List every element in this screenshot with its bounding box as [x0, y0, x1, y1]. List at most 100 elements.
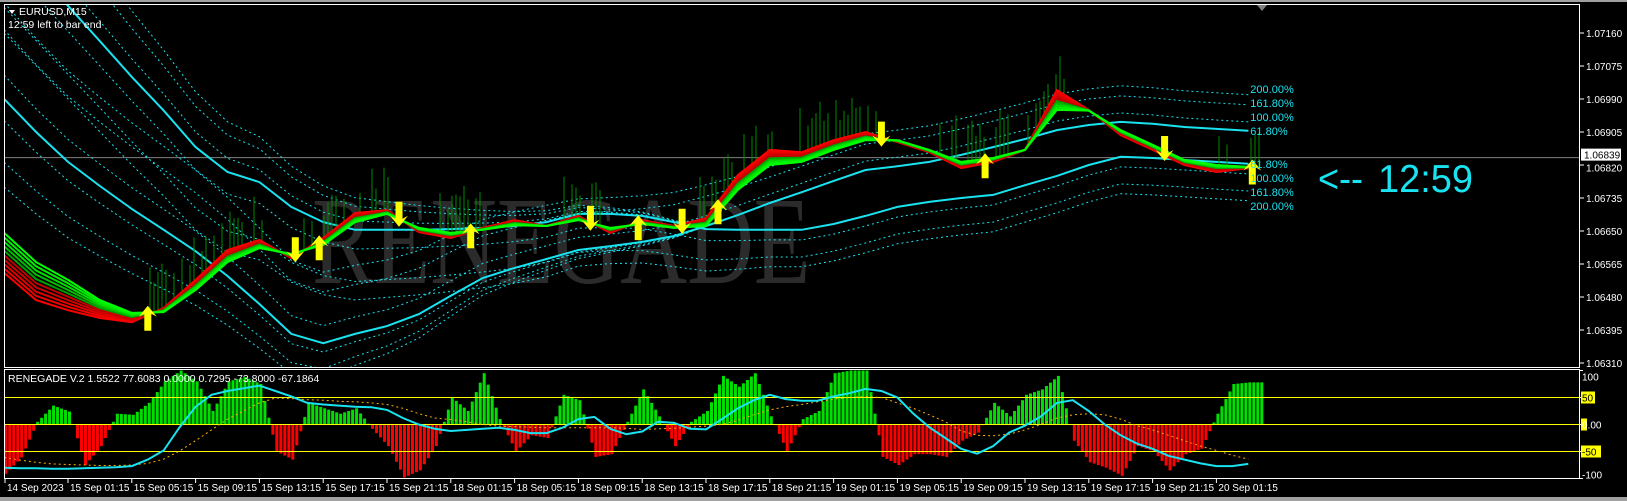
histogram-bar: [558, 405, 562, 425]
price-tick-label: 1.06650: [1586, 227, 1623, 238]
histogram-bar: [279, 424, 283, 454]
histogram-bar: [410, 424, 414, 474]
histogram-bar: [977, 424, 981, 433]
symbol-menu-triangle-icon[interactable]: [9, 10, 15, 14]
fib-label-upper: 200.00%: [1250, 84, 1294, 96]
symbol-timeframe-label: EURUSD,M15: [19, 6, 87, 18]
histogram-bar: [1025, 394, 1028, 425]
histogram-bar: [642, 389, 646, 425]
histogram-bar: [1009, 416, 1013, 425]
indicator-pane[interactable]: RENEGADE V.2 1.5522 77.6083 0.0000 0.729…: [4, 369, 1580, 479]
histogram-bar: [518, 424, 522, 448]
fib-label-upper: 100.00%: [1250, 112, 1294, 124]
histogram-bar: [355, 408, 359, 425]
histogram-bar: [191, 378, 195, 425]
time-tick-label: 19 Sep 01:15: [836, 483, 896, 494]
histogram-bar: [263, 400, 267, 425]
histogram-bar: [327, 409, 331, 425]
histogram-bar: [654, 409, 658, 425]
time-tick-label: 15 Sep 01:15: [70, 483, 130, 494]
histogram-bar: [1232, 384, 1236, 425]
histogram-bar: [841, 371, 845, 425]
time-tick-label: 18 Sep 21:15: [772, 483, 832, 494]
histogram-bar: [682, 424, 686, 434]
histogram-bar: [211, 411, 215, 425]
indicator-axis-label: -100: [1582, 471, 1602, 482]
histogram-bar: [530, 424, 534, 436]
histogram-bar: [239, 378, 243, 425]
histogram-bar: [414, 424, 418, 473]
chart-shift-marker-icon[interactable]: [1257, 5, 1267, 11]
histogram-bar: [650, 402, 654, 425]
histogram-bar: [111, 421, 115, 425]
histogram-bar: [737, 386, 741, 425]
countdown-time: 12:59: [1378, 158, 1473, 201]
histogram-bar: [1184, 424, 1188, 455]
histogram-bar: [718, 384, 721, 425]
histogram-bar: [291, 424, 295, 460]
histogram-bar: [813, 413, 817, 425]
histogram-bar: [1001, 409, 1005, 425]
buy-arrow-icon: [138, 305, 157, 331]
histogram-bar: [889, 424, 893, 461]
time-axis[interactable]: 14 Sep 2023 15 Sep 01:15 15 Sep 05:15 15 Se…: [4, 479, 1278, 494]
histogram-bar: [139, 408, 143, 425]
histogram-bar: [745, 379, 749, 425]
histogram-bar: [76, 424, 79, 439]
histogram-bar: [52, 405, 56, 425]
histogram-bar: [311, 404, 315, 425]
histogram-bar: [147, 402, 151, 425]
histogram-bar: [1192, 424, 1196, 452]
time-tick-label: 19 Sep 05:15: [899, 483, 959, 494]
histogram-bar: [622, 424, 626, 430]
histogram-bar: [594, 424, 598, 457]
channel-upper-inner-band-dotted: [5, 121, 1249, 367]
price-tick-label: 1.06565: [1586, 260, 1623, 271]
histogram-bar: [630, 413, 634, 425]
histogram-bar: [315, 405, 319, 425]
histogram-bar: [259, 384, 263, 425]
histogram-bar: [881, 424, 885, 457]
histogram-bar: [371, 424, 375, 429]
histogram-bar: [87, 424, 91, 461]
price-axis[interactable]: 1.07160 1.07075 1.06990 1.06905 1.06820 1.067…: [1580, 29, 1623, 370]
histogram-bar: [60, 408, 64, 425]
histogram-bar: [135, 411, 139, 425]
histogram-bar: [1196, 424, 1200, 451]
histogram-bar: [1044, 386, 1048, 425]
histogram-bar: [418, 424, 422, 471]
histogram-bar: [885, 424, 889, 459]
histogram-bar: [283, 424, 287, 456]
histogram-bar: [670, 424, 674, 439]
histogram-bar: [945, 424, 949, 457]
histogram-bar: [909, 424, 913, 457]
fib-level-labels: 200.00% 161.80% 100.00% 61.80% 61.80% 100.00%…: [1250, 84, 1294, 213]
time-tick-label: 15 Sep 05:15: [134, 483, 194, 494]
histogram-bar: [395, 424, 398, 462]
histogram-bar: [1176, 424, 1180, 463]
histogram-bar: [1220, 406, 1224, 425]
histogram-bar: [1156, 424, 1160, 457]
histogram-bar: [534, 424, 538, 436]
histogram-bar: [785, 424, 789, 452]
histogram-bar: [1052, 379, 1056, 425]
time-tick-label: 15 Sep 21:15: [389, 483, 449, 494]
histogram-bar: [542, 424, 546, 438]
histogram-bar: [5, 424, 8, 474]
histogram-bar: [921, 424, 925, 455]
histogram-bar: [406, 424, 410, 476]
histogram-bar: [1096, 424, 1100, 465]
histogram-bar: [554, 416, 558, 425]
histogram-bar: [937, 424, 941, 456]
countdown-arrow: <--: [1318, 158, 1363, 201]
histogram-bar: [1260, 382, 1264, 425]
histogram-bar: [957, 424, 961, 445]
main-pane[interactable]: RENEGADE EURUSD,M15 12:59 left to bar en…: [4, 0, 1580, 379]
channel-lower-band-dotted: [5, 7, 1249, 283]
histogram-bar: [674, 424, 678, 447]
histogram-bar: [243, 376, 247, 425]
histogram-bar: [837, 372, 841, 425]
histogram-bar: [474, 392, 478, 425]
histogram-bar: [678, 424, 682, 441]
